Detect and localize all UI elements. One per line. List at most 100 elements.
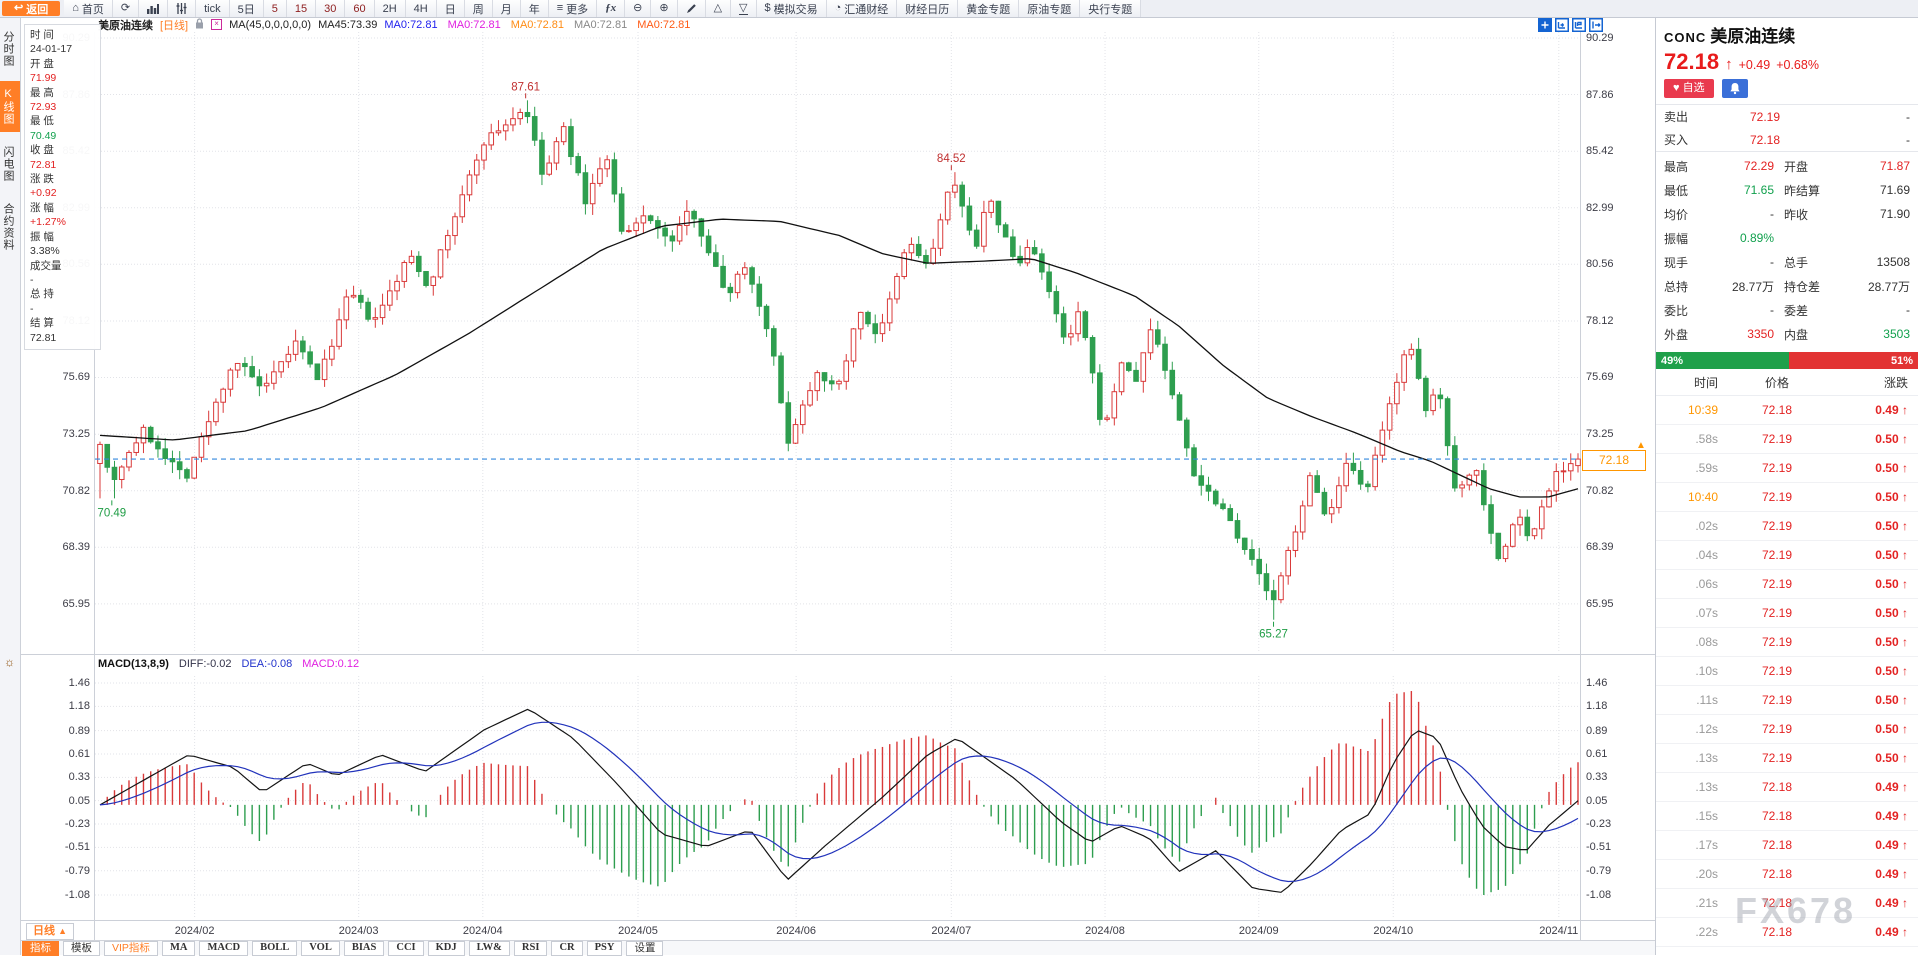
pane-shift-icon[interactable]	[1589, 18, 1603, 32]
tick-row[interactable]: .13s 72.19 0.50 ↑	[1656, 744, 1918, 773]
indicator-tab-VIP指标[interactable]: VIP指标	[104, 940, 158, 956]
tick-row[interactable]: 10:40 72.19 0.50 ↑	[1656, 483, 1918, 512]
toolbar-item-home[interactable]: ⌂ 首页	[64, 0, 113, 17]
indicator-tab-MACD[interactable]: MACD	[199, 940, 249, 956]
toolbar-item-shape-up[interactable]: △	[705, 0, 732, 17]
tick-row[interactable]: .21s 72.18 0.49 ↑	[1656, 889, 1918, 918]
toolbar-item-period-day[interactable]: 日	[436, 0, 465, 17]
toolbar-item-chart-style[interactable]	[139, 0, 169, 17]
toolbar-item-period-month[interactable]: 月	[492, 0, 521, 17]
tick-change: 0.50 ↑	[1875, 664, 1908, 678]
tick-row[interactable]: .08s 72.19 0.50 ↑	[1656, 628, 1918, 657]
tick-row[interactable]: .11s 72.19 0.50 ↑	[1656, 686, 1918, 715]
toolbar-item-indicator-params[interactable]	[168, 0, 197, 17]
refresh-icon: ⟳	[120, 2, 131, 14]
sidebar-tab-分时图[interactable]: 分时图	[2, 31, 14, 67]
pane-flag-icon[interactable]	[1572, 18, 1586, 32]
toolbar-item-period-year[interactable]: 年	[520, 0, 549, 17]
toolbar-item-zoom-out[interactable]: ⊖	[625, 0, 652, 17]
formula-icon: ƒx	[605, 2, 617, 14]
tick-row[interactable]: .10s 72.19 0.50 ↑	[1656, 657, 1918, 686]
tick-row[interactable]: .58s 72.19 0.50 ↑	[1656, 425, 1918, 454]
sidebar-tab-闪电图[interactable]: 闪电图	[2, 146, 14, 182]
pane-merge-icon[interactable]	[1555, 18, 1569, 32]
indicator-tab-RSI[interactable]: RSI	[513, 940, 548, 956]
quote-row-买入: 买入 72.18 -	[1656, 128, 1918, 151]
tick-row[interactable]: .17s 72.18 0.49 ↑	[1656, 831, 1918, 860]
tick-row[interactable]: .59s 72.19 0.50 ↑	[1656, 454, 1918, 483]
kline-chart[interactable]: 87.61 84.52 70.49 65.27	[0, 0, 1655, 955]
toolbar-item-period-15[interactable]: 15	[286, 0, 317, 17]
period-indicator[interactable]: 日线 ▲	[26, 923, 74, 940]
indicator-tab-PSY[interactable]: PSY	[586, 940, 623, 956]
tick-row[interactable]: .06s 72.19 0.50 ↑	[1656, 570, 1918, 599]
toolbar-item-period-60[interactable]: 60	[345, 0, 375, 17]
brightness-icon[interactable]: ☼	[4, 655, 15, 669]
tick-row[interactable]: .15s 72.18 0.49 ↑	[1656, 802, 1918, 831]
indicator-tab-指标[interactable]: 指标	[22, 940, 59, 956]
add-watchlist-button[interactable]: ♥ 自选	[1664, 79, 1714, 98]
toolbar-item-period-week[interactable]: 周	[464, 0, 493, 17]
toolbar-item-gold-topic[interactable]: 黄金专题	[958, 0, 1020, 17]
tick-row[interactable]: .12s 72.19 0.50 ↑	[1656, 715, 1918, 744]
lock-icon[interactable]	[195, 17, 204, 32]
indicator-tab-MA[interactable]: MA	[161, 940, 196, 956]
toolbar-item-period-30[interactable]: 30	[316, 0, 346, 17]
tick-row[interactable]: .13s 72.18 0.49 ↑	[1656, 773, 1918, 802]
crosshair-icon[interactable]	[1538, 18, 1552, 32]
toolbar-item-period-5[interactable]: 5	[263, 0, 287, 17]
toolbar-item-refresh[interactable]: ⟳	[112, 0, 140, 17]
back-icon: ↩	[14, 2, 24, 14]
indicator-tab-KDJ[interactable]: KDJ	[427, 940, 465, 956]
tick-row[interactable]: .04s 72.19 0.50 ↑	[1656, 541, 1918, 570]
toolbar-item-period-4h[interactable]: 4H	[405, 0, 437, 17]
toolbar-item-more[interactable]: ≡ 更多	[548, 0, 598, 17]
toolbar-item-formula[interactable]: ƒx	[597, 0, 626, 17]
tick-price: 72.19	[1761, 751, 1793, 765]
toolbar-item-fx678-news[interactable]: ◔ 汇通财经	[826, 0, 898, 17]
sidebar-tab-K线图[interactable]: K线图	[0, 81, 20, 132]
tick-time: .04s	[1695, 548, 1718, 562]
indicator-tab-设置[interactable]: 设置	[626, 940, 664, 956]
toolbar-item-period-5d[interactable]: 5日	[229, 0, 264, 17]
price-up-arrow: ↑	[1725, 56, 1733, 73]
toolbar-item-calendar[interactable]: 财经日历	[897, 0, 959, 17]
indicator-tab-VOL[interactable]: VOL	[301, 940, 340, 956]
info-label: 收 盘	[30, 144, 54, 157]
tick-row[interactable]: .22s 72.18 0.49 ↑	[1656, 918, 1918, 947]
ma-settings-icon[interactable]: ×	[211, 19, 223, 30]
toolbar-item-shape-down[interactable]: ▽	[731, 0, 757, 17]
tick-change: 0.50 ↑	[1875, 693, 1908, 707]
quote-value: 0.89%	[1739, 231, 1774, 245]
tick-row[interactable]: .20s 72.18 0.49 ↑	[1656, 860, 1918, 889]
tick-price: 72.18	[1761, 403, 1793, 417]
alert-bell-button[interactable]	[1721, 79, 1748, 98]
quote-row-卖出: 卖出 72.19 -	[1656, 105, 1918, 128]
toolbar-item-back[interactable]: ↩ 返回	[2, 1, 61, 16]
tick-row[interactable]: 10:39 72.18 0.49 ↑	[1656, 396, 1918, 425]
toolbar-label: 5日	[237, 3, 255, 16]
tick-row[interactable]: .02s 72.19 0.50 ↑	[1656, 512, 1918, 541]
toolbar-item-oil-topic[interactable]: 原油专题	[1019, 0, 1081, 17]
indicator-tab-LW&[interactable]: LW&	[468, 940, 510, 956]
toolbar-item-sim-trading[interactable]: $ 模拟交易	[756, 0, 827, 17]
tick-time: .12s	[1695, 722, 1718, 736]
macd-value-1: DEA:-0.08	[241, 658, 293, 670]
toolbar-item-period-2h[interactable]: 2H	[374, 0, 406, 17]
toolbar-item-centralbank-topic[interactable]: 央行专题	[1080, 0, 1142, 17]
ma-value-0: MA0:72.81	[384, 18, 438, 31]
indicator-tab-BOLL[interactable]: BOLL	[252, 940, 298, 956]
toolbar-item-period-tick[interactable]: tick	[196, 0, 230, 17]
indicator-tab-模板[interactable]: 模板	[63, 940, 100, 956]
indicator-tab-BIAS[interactable]: BIAS	[343, 940, 385, 956]
toolbar-item-zoom-in[interactable]: ⊕	[651, 0, 678, 17]
toolbar-item-draw-pen[interactable]	[677, 0, 706, 17]
indicator-tab-CCI[interactable]: CCI	[388, 940, 424, 956]
quote-label: 委差	[1784, 303, 1809, 318]
sidebar-tab-合约资料[interactable]: 合约资料	[2, 203, 14, 251]
indicator-tab-CR[interactable]: CR	[551, 940, 583, 956]
chart-period-label: [日线]	[160, 19, 189, 32]
toolbar-label: 日	[444, 3, 456, 16]
tick-row[interactable]: .07s 72.19 0.50 ↑	[1656, 599, 1918, 628]
col-time: 时间	[1693, 375, 1718, 390]
